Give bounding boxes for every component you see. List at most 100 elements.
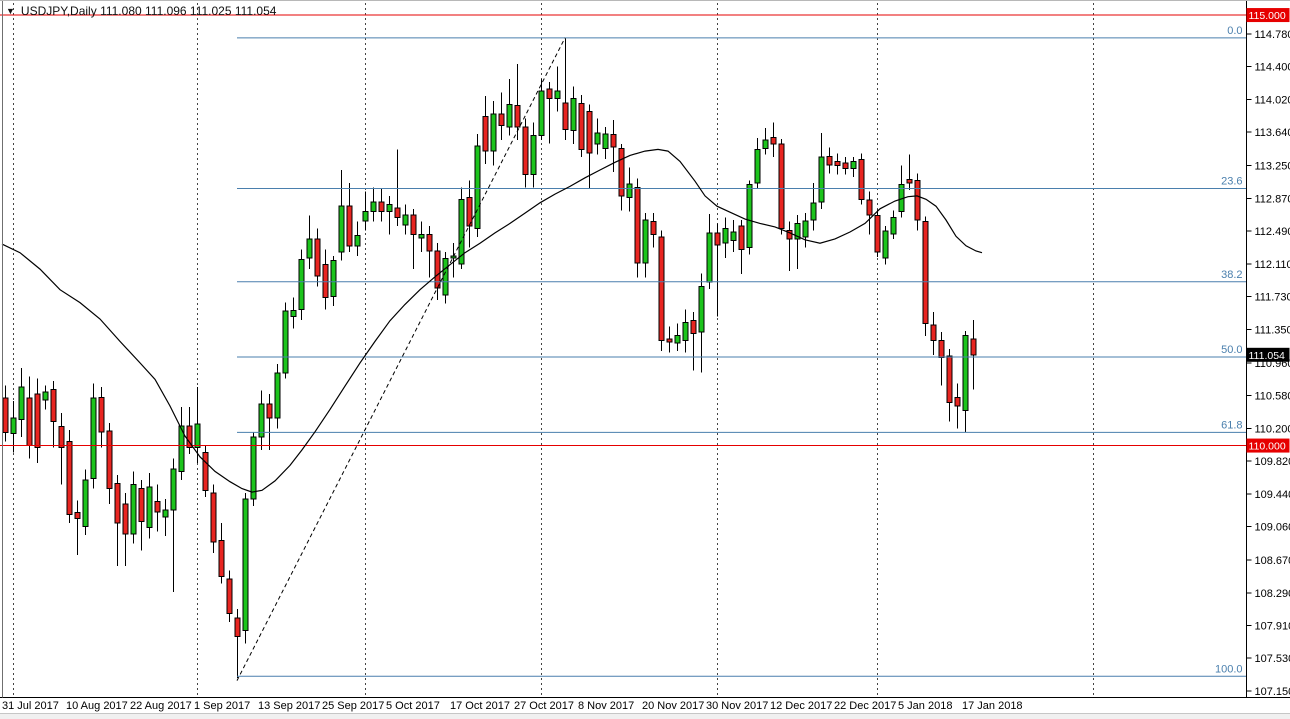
fib-level-label: 50.0 [1221,344,1242,356]
candle-body-bear [514,104,521,128]
candle-body-bear [114,482,121,524]
candle-body-bear [770,136,777,145]
price-tick-label: 112.110 [1255,259,1290,271]
candle-body-bull [90,397,97,479]
candle-body-bear [858,159,865,200]
horizontal-alert-lines[interactable] [0,14,1247,447]
fib-base-trendline[interactable] [236,37,566,681]
candle-body-bull [258,403,265,438]
candle-body-bull [402,214,409,226]
candle-body-bear [906,179,913,184]
fibonacci-retracement[interactable]: 0.0 23.6 38.2 50.0 61.8 100.0 [237,25,1247,677]
candle-body-bull [810,202,817,221]
candle-body-bear [106,430,113,490]
candle-body-bear [650,221,657,236]
date-label: 27 Oct 2017 [514,700,574,712]
date-label: 8 Nov 2017 [578,700,634,712]
time-axis[interactable]: 31 Jul 2017 10 Aug 2017 22 Aug 2017 1 Sep 2… [2,700,1023,712]
candle-body-bear [202,451,209,491]
price-badges: 115.000 110.000 111.054 [1246,8,1290,453]
candle-body-bull [698,285,705,333]
candle-body-bull [42,391,49,401]
alert-price-badge-label: 115.000 [1249,10,1286,22]
candle-body-bear [218,539,225,577]
price-tick-label: 109.440 [1255,489,1290,501]
alert-price-badge [1246,8,1290,23]
candle-body-bull [538,90,545,137]
price-tick-label: 113.640 [1255,127,1290,139]
candle-body-bull [530,135,537,175]
fib-level-label: 23.6 [1221,176,1242,188]
date-label: 17 Jan 2018 [962,700,1023,712]
price-tick-label: 112.870 [1255,193,1290,205]
candle-body-bear [434,250,441,289]
candle-body-bear [738,225,745,250]
current-price-badge [1246,347,1290,362]
price-tick-label: 107.150 [1255,686,1290,698]
date-label: 17 Oct 2017 [450,700,510,712]
candle-body-bear [930,324,937,342]
candle-body-bull [474,145,481,230]
price-tick-label: 108.290 [1255,588,1290,600]
symbol-arrow-icon: ▼ [6,6,15,16]
candle-body-bull [890,216,897,235]
candle-body-bear [74,512,81,520]
candle-body-bull [682,321,689,342]
candle-body-bull [298,259,305,311]
candle-body-bull [802,220,809,238]
candle-body-bear [378,201,385,212]
candle-body-bull [850,160,857,169]
date-label: 13 Sep 2017 [258,700,320,712]
date-label: 12 Dec 2017 [770,700,832,712]
candle-body-bull [362,210,369,222]
candle-body-bull [490,113,497,152]
candle-body-bear [34,393,41,448]
candle-body-bull [338,205,345,253]
candle-body-bull [602,133,609,150]
candle-body-bear [546,88,553,100]
price-tick-label: 114.020 [1255,94,1290,106]
candle-body-bear [66,440,73,515]
alert-price-badge-label: 110.000 [1249,441,1286,453]
date-label: 22 Aug 2017 [130,700,192,712]
candle-body-bear [2,397,9,434]
candle-body-bear [578,103,585,150]
moving-average-line[interactable] [1,148,983,493]
symbol-period-label: USDJPY,Daily [20,4,97,18]
candle-body-bear [586,110,593,154]
candle-body-bull [442,258,449,296]
candle-body-bear [98,396,105,433]
fib-level-label: 61.8 [1221,419,1242,431]
candle-body-bull [354,234,361,247]
fib-level-label: 38.2 [1221,269,1242,281]
date-label: 5 Oct 2017 [386,700,440,712]
candle-body-bear [26,397,33,447]
date-label: 1 Sep 2017 [194,700,250,712]
candle-body-bear [618,148,625,197]
candle-body-bull [250,436,257,500]
candle-body-bear [394,207,401,218]
price-axis: 114.780 114.400 114.020 113.640 113.250 112.8… [0,1,1290,698]
candle-body-bull [746,184,753,249]
candle-body-bull [10,417,17,435]
quote-ohlc-values: 111.080 111.096 111.025 111.054 [96,4,277,18]
candle-body-bull [754,148,761,184]
candle-body-bear [346,205,353,247]
price-tick-label: 108.670 [1255,555,1290,567]
candle-body-bull [18,386,25,421]
candle-body-bear [714,232,721,246]
price-tick-label: 111.350 [1255,324,1290,336]
candle-body-bull [674,334,681,344]
candle-body-bull [642,219,649,264]
candle-body-bear [482,116,489,152]
price-tick-label: 113.250 [1255,161,1290,173]
price-tick-label: 109.820 [1255,456,1290,468]
candle-body-bull [554,90,561,100]
date-label: 20 Nov 2017 [642,700,704,712]
candle-body-bear [914,179,921,221]
candle-body-bear [954,396,961,407]
candle-body-bear [946,355,953,404]
candle-body-bull [626,183,633,199]
candle-body-bull [570,98,577,131]
